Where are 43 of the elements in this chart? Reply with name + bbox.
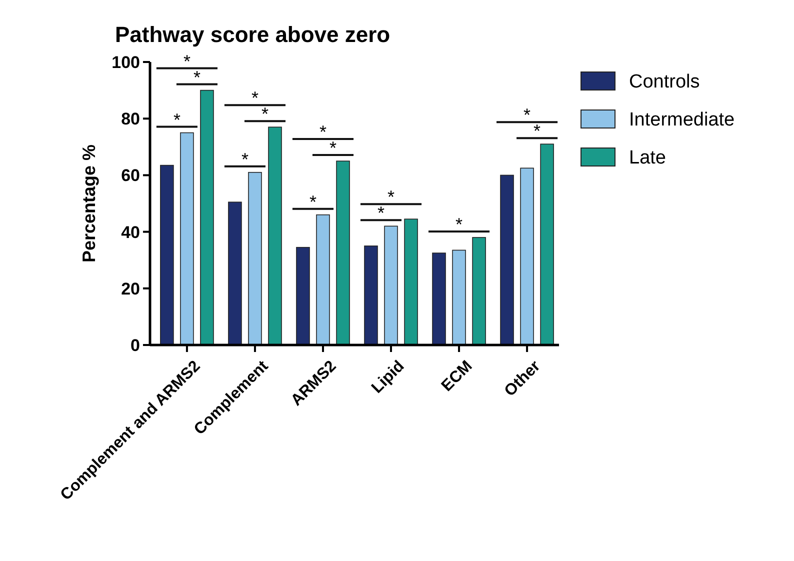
bar <box>452 250 466 346</box>
legend-label: Intermediate <box>629 110 735 131</box>
bar <box>472 237 486 346</box>
bar <box>316 214 330 346</box>
annotation: * <box>456 214 463 234</box>
bar <box>200 90 214 346</box>
bar <box>180 132 194 346</box>
bar <box>268 126 282 346</box>
annotation: * <box>309 192 316 212</box>
annotation: * <box>534 121 541 142</box>
annotation: * <box>388 187 395 208</box>
bar <box>520 168 534 346</box>
bar <box>404 218 418 346</box>
annotation: * <box>524 105 531 126</box>
bar <box>296 246 310 346</box>
y-tick-label: 60 <box>121 166 140 186</box>
bar <box>500 174 514 346</box>
bar <box>364 246 378 346</box>
annotation: * <box>261 104 268 124</box>
bar <box>336 160 350 346</box>
annotation: * <box>173 110 180 130</box>
y-tick-label: 20 <box>121 279 140 298</box>
y-tick-label: 0 <box>130 336 140 355</box>
chart-title: Pathway score above zero <box>115 22 390 47</box>
y-axis-title: Percentage % <box>79 144 99 263</box>
annotation: * <box>241 149 248 170</box>
bar <box>432 252 446 346</box>
annotation: * <box>183 51 190 72</box>
bar <box>248 172 262 346</box>
annotation: * <box>251 88 258 108</box>
y-tick-label: 40 <box>121 222 140 242</box>
bar <box>384 226 398 346</box>
annotation: * <box>377 203 385 224</box>
legend-label: Controls <box>629 72 700 93</box>
annotation: * <box>329 138 337 158</box>
bar <box>160 164 174 346</box>
annotation: * <box>319 122 326 142</box>
bar <box>540 144 554 346</box>
bar <box>228 202 242 346</box>
legend-label: Late <box>629 148 666 169</box>
y-tick-label: 100 <box>112 52 140 72</box>
annotation: * <box>193 67 200 88</box>
y-tick-label: 80 <box>121 110 140 129</box>
